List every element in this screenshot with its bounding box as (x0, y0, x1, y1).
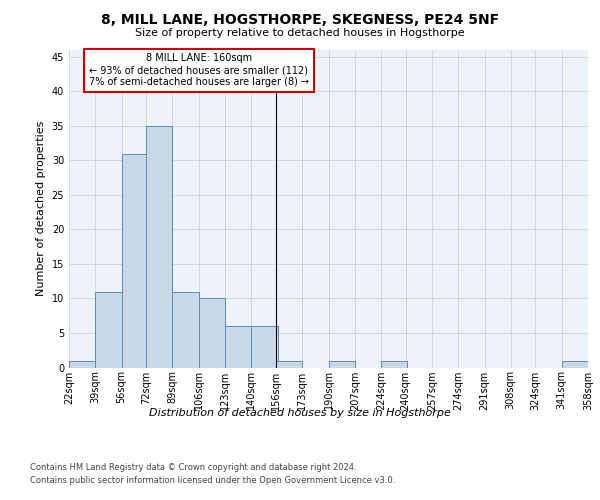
Text: Distribution of detached houses by size in Hogsthorpe: Distribution of detached houses by size … (149, 408, 451, 418)
Bar (276, 360, 302, 368)
Y-axis label: Number of detached properties: Number of detached properties (36, 121, 46, 296)
Bar (381, 360, 407, 368)
Bar (69, 360, 95, 368)
Bar (225, 326, 251, 368)
Text: Contains public sector information licensed under the Open Government Licence v3: Contains public sector information licen… (30, 476, 395, 485)
Bar (172, 292, 199, 368)
Bar (329, 360, 355, 368)
Bar (251, 326, 278, 368)
Text: Size of property relative to detached houses in Hogsthorpe: Size of property relative to detached ho… (135, 28, 465, 38)
Bar (146, 126, 172, 368)
Bar (95, 292, 122, 368)
Text: 8, MILL LANE, HOGSTHORPE, SKEGNESS, PE24 5NF: 8, MILL LANE, HOGSTHORPE, SKEGNESS, PE24… (101, 12, 499, 26)
Bar (562, 360, 588, 368)
Text: Contains HM Land Registry data © Crown copyright and database right 2024.: Contains HM Land Registry data © Crown c… (30, 462, 356, 471)
Bar (199, 298, 225, 368)
Bar (122, 154, 148, 368)
Text: 8 MILL LANE: 160sqm
← 93% of detached houses are smaller (112)
7% of semi-detach: 8 MILL LANE: 160sqm ← 93% of detached ho… (89, 54, 309, 86)
